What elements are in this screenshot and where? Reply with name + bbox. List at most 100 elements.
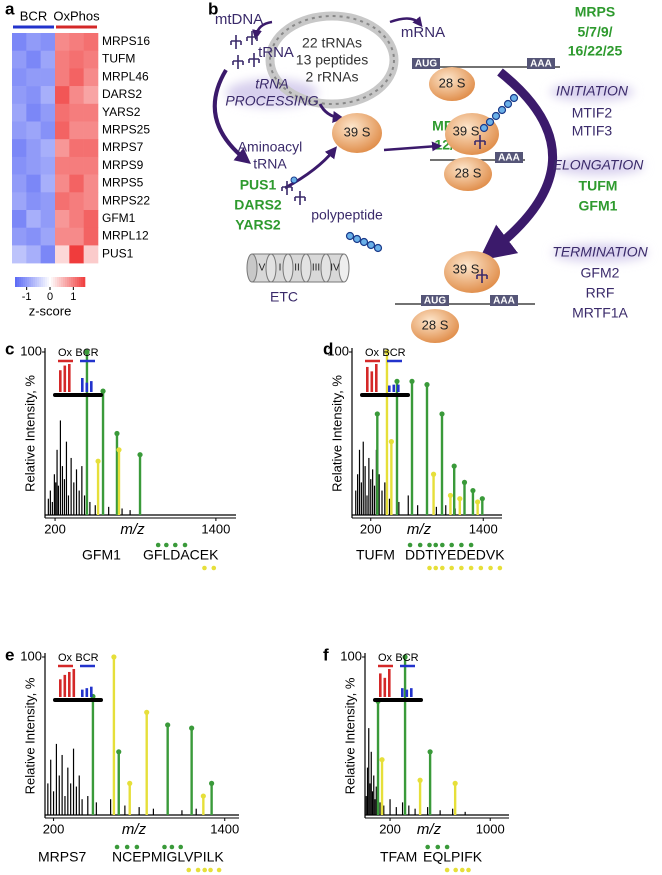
heat-cell: [12, 210, 27, 228]
heat-cell: [69, 68, 84, 87]
inset-bar: [401, 688, 404, 697]
label: 28 S: [422, 317, 449, 332]
inset-label: BCR: [382, 347, 405, 359]
peak-dot: [447, 492, 454, 499]
peak-dot: [84, 349, 90, 355]
ion-dot: [497, 565, 503, 571]
colorbar-step: [31, 277, 34, 287]
colorbar-step: [43, 277, 46, 287]
ion-dot: [435, 844, 441, 850]
heat-cell: [69, 156, 84, 175]
heat-cell: [26, 192, 41, 211]
ion-dot: [211, 565, 217, 571]
y-axis-label: Relative Intensity, %: [22, 677, 37, 794]
inset-label: Ox: [378, 652, 393, 664]
heat-cell: [83, 68, 99, 87]
ion-dot: [440, 542, 445, 548]
label: TUFM: [579, 178, 618, 194]
heat-cell: [55, 68, 70, 87]
heat-cell: [12, 245, 27, 264]
colorbar-step: [69, 277, 72, 287]
codon-box: [412, 58, 440, 69]
label: polypeptide: [311, 207, 383, 223]
group-label: OxPhos: [53, 8, 100, 23]
colorbar-step: [65, 277, 68, 287]
label: 22 tRNAs: [302, 35, 362, 51]
colorbar-step: [53, 277, 56, 287]
inset-bar: [72, 669, 76, 697]
x-tick-label: 1400: [201, 521, 230, 536]
label: GFM1: [579, 198, 618, 214]
heat-cell: [69, 50, 84, 69]
arrow: [252, 20, 273, 40]
arrow: [389, 16, 423, 28]
colorbar-step: [73, 277, 76, 287]
row-label: GFM1: [102, 211, 136, 225]
ion-dot: [488, 565, 493, 571]
heat-cell: [69, 86, 84, 105]
arrow: [383, 141, 442, 152]
peak-dot: [137, 452, 143, 458]
y-tick-label: 100: [340, 648, 362, 663]
heat-cell: [55, 121, 70, 140]
heat-cell: [40, 86, 56, 105]
heat-cell: [26, 174, 41, 193]
label: AAA: [493, 296, 515, 307]
label: ELONGATION: [553, 157, 645, 173]
ion-dot: [453, 867, 458, 873]
heat-cell: [69, 33, 84, 51]
glow: [552, 157, 644, 175]
colorbar-step: [17, 277, 20, 287]
colorbar-step: [15, 277, 18, 287]
ion-dot: [169, 844, 175, 850]
heat-cell: [83, 156, 99, 175]
peak-dot: [200, 793, 206, 799]
ion-dot: [468, 542, 474, 548]
codon-box: [527, 58, 555, 69]
colorbar-step: [23, 277, 26, 287]
amino-acid: [290, 176, 298, 184]
heat-cell: [83, 33, 99, 51]
x-tick-label: 200: [43, 821, 65, 836]
heat-cell: [12, 50, 27, 69]
heat-cell: [26, 50, 41, 69]
label: TERMINATION: [552, 244, 648, 260]
heat-cell: [12, 139, 27, 158]
inset-bar: [392, 384, 396, 392]
heat-cell: [40, 139, 56, 158]
inset-label: BCR: [75, 652, 98, 664]
ion-dot: [425, 844, 430, 850]
heat-cell: [83, 192, 99, 211]
peak-dot: [100, 388, 106, 394]
peak-dot: [116, 447, 122, 453]
peak-dot: [451, 463, 457, 469]
colorbar-step: [37, 277, 40, 287]
colorbar-step: [57, 277, 60, 287]
row-label: MRPS7: [102, 140, 144, 154]
x-tick-label: 1400: [469, 521, 498, 536]
ribosome: [332, 113, 382, 153]
group-label: BCR: [20, 8, 47, 23]
peak-dot: [470, 487, 476, 494]
heat-cell: [12, 174, 27, 193]
colorbar-step: [39, 277, 42, 287]
trna-icon: [230, 34, 242, 50]
row-label: MRPL12: [102, 229, 149, 243]
glow: [552, 244, 648, 262]
heat-cell: [55, 174, 70, 193]
peak-dot: [430, 471, 437, 477]
label: Aminoacyl: [238, 139, 303, 155]
inset-label: Ox: [58, 347, 73, 359]
label: MTIF2: [572, 105, 613, 121]
inset-bar: [388, 669, 391, 697]
panel-label: b: [208, 0, 218, 18]
label: AAA: [530, 59, 552, 70]
label: AUG: [424, 296, 446, 307]
colorbar-step: [45, 277, 48, 287]
colorbar-step: [25, 277, 28, 287]
ion-dot: [208, 867, 213, 873]
heat-cell: [55, 156, 70, 175]
ribosome: [411, 309, 459, 343]
heat-cell: [55, 210, 70, 228]
